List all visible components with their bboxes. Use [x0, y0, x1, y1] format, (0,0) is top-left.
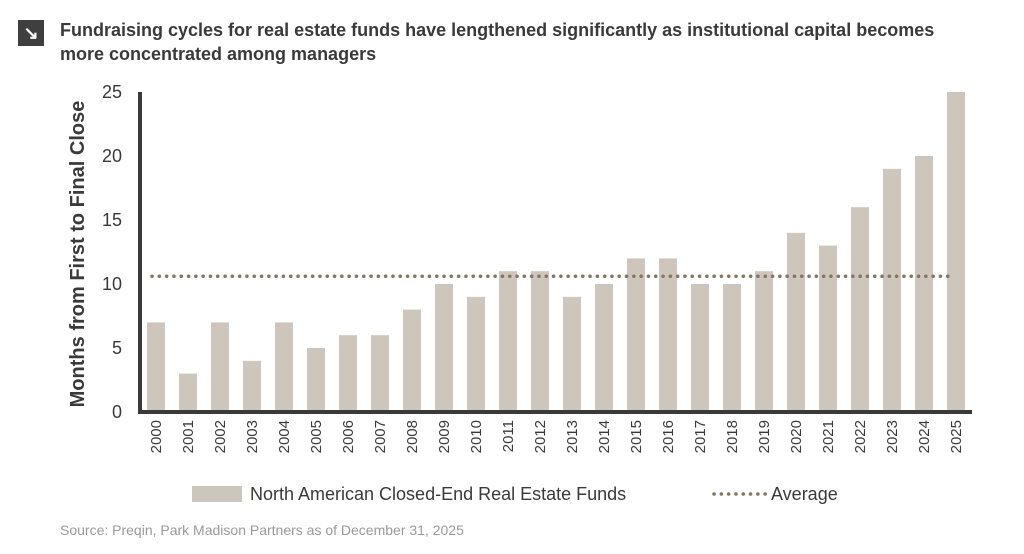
bar-2002	[211, 322, 229, 412]
bar-2012	[531, 271, 549, 412]
bar-2021	[819, 245, 837, 412]
legend-label-funds: North American Closed-End Real Estate Fu…	[250, 484, 626, 504]
bar-2009	[435, 284, 453, 412]
bar-2006	[339, 335, 357, 412]
bar-2023	[883, 168, 901, 412]
x-tick-label: 2003	[244, 420, 261, 453]
x-tick-label: 2016	[660, 420, 677, 453]
x-tick-label: 2024	[916, 420, 933, 453]
bar-2022	[851, 207, 869, 412]
x-tick-label: 2001	[180, 420, 197, 453]
x-tick-label: 2019	[756, 420, 773, 453]
bar-2025	[947, 92, 965, 412]
bar-2004	[275, 322, 293, 412]
x-tick-label: 2012	[532, 420, 549, 453]
bar-2014	[595, 284, 613, 412]
chart-title: Fundraising cycles for real estate funds…	[60, 20, 935, 64]
x-tick-label: 2010	[468, 420, 485, 453]
y-tick-label: 25	[102, 82, 122, 102]
y-tick-label: 10	[102, 274, 122, 294]
bar-2011	[499, 271, 517, 412]
legend-label-average: Average	[771, 484, 838, 504]
source-note: Source: Preqin, Park Madison Partners as…	[60, 522, 464, 538]
bar-2017	[691, 284, 709, 412]
x-tick-label: 2022	[852, 420, 869, 453]
bar-2008	[403, 309, 421, 412]
x-tick-label: 2008	[404, 420, 421, 453]
x-tick-label: 2004	[276, 420, 293, 453]
y-tick-label: 15	[102, 210, 122, 230]
x-tick-label: 2000	[148, 420, 165, 453]
x-tick-label: 2023	[884, 420, 901, 453]
arrow-down-right-icon: ↘	[18, 20, 44, 46]
x-tick-label: 2020	[788, 420, 805, 453]
bar-2020	[787, 232, 805, 412]
bar-2015	[627, 258, 645, 412]
bar-2003	[243, 360, 261, 412]
y-tick-label: 20	[102, 146, 122, 166]
y-tick-label: 0	[112, 402, 122, 422]
bar-2019	[755, 271, 773, 412]
x-tick-label: 2006	[340, 420, 357, 453]
x-tick-label: 2021	[820, 420, 837, 453]
x-tick-label: 2005	[308, 420, 325, 453]
x-tick-label: 2011	[500, 420, 517, 452]
x-tick-label: 2013	[564, 420, 581, 453]
bar-2007	[371, 335, 389, 412]
x-tick-label: 2007	[372, 420, 389, 453]
bar-2001	[179, 373, 197, 412]
x-tick-label: 2002	[212, 420, 229, 453]
bar-2000	[147, 322, 165, 412]
x-tick-label: 2025	[948, 420, 965, 453]
x-tick-label: 2015	[628, 420, 645, 453]
y-tick-label: 5	[112, 338, 122, 358]
bar-2005	[307, 348, 325, 412]
x-tick-label: 2009	[436, 420, 453, 453]
bar-2016	[659, 258, 677, 412]
y-axis-label: Months from First to Final Close	[67, 101, 89, 408]
bar-2010	[467, 296, 485, 412]
x-tick-label: 2018	[724, 420, 741, 453]
bar-2024	[915, 156, 933, 412]
x-tick-label: 2017	[692, 420, 709, 453]
x-tick-label: 2014	[596, 420, 613, 453]
bar-2013	[563, 296, 581, 412]
bar-2018	[723, 284, 741, 412]
legend-swatch-funds	[192, 486, 242, 502]
